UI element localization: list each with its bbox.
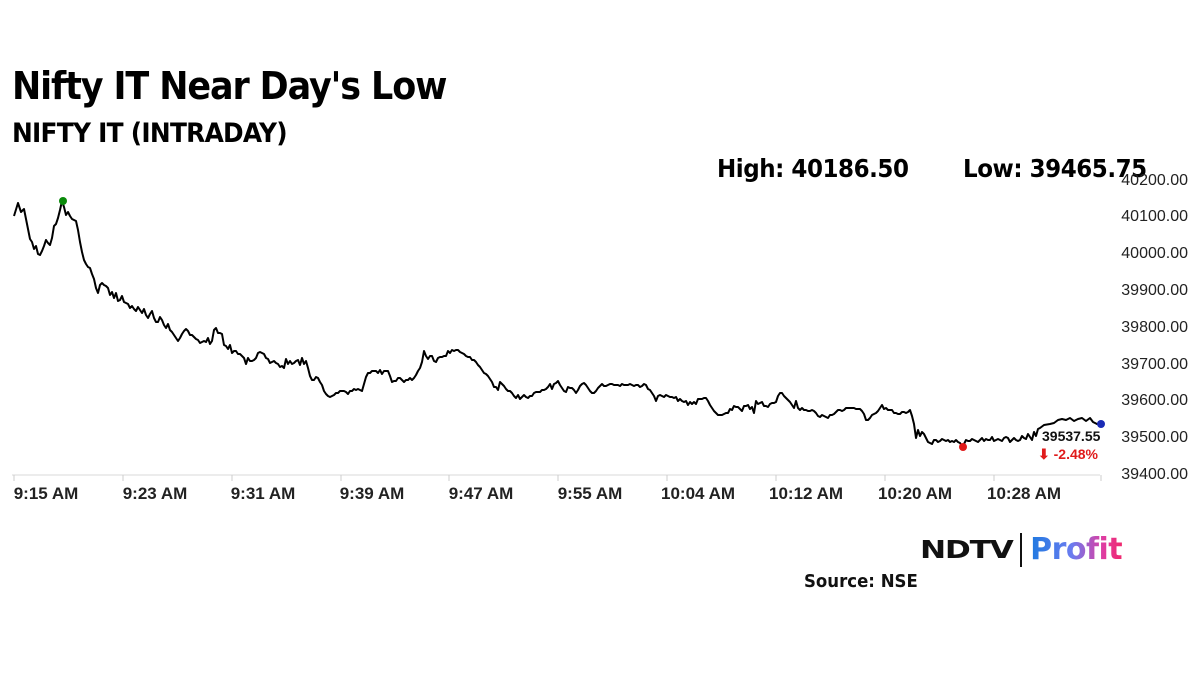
last-price-marker bbox=[1097, 420, 1105, 428]
profit-wordmark: Profit bbox=[1030, 532, 1123, 567]
y-tick-40100: 40100.00 bbox=[1121, 208, 1188, 225]
chart-subtitle: NIFTY IT (INTRADAY) bbox=[12, 118, 288, 149]
price-line bbox=[13, 200, 1101, 447]
chart-title: Nifty IT Near Day's Low bbox=[12, 64, 447, 108]
change-percent-label: ⬇ -2.48% bbox=[1038, 446, 1098, 462]
y-tick-39800: 39800.00 bbox=[1121, 319, 1188, 336]
y-tick-39600: 39600.00 bbox=[1121, 392, 1188, 409]
y-tick-39400: 39400.00 bbox=[1121, 466, 1188, 483]
ndtv-profit-logo: NDTV Profit bbox=[920, 532, 1123, 567]
y-tick-39900: 39900.00 bbox=[1121, 282, 1188, 299]
day-high-label: High: 40186.50 bbox=[717, 154, 909, 183]
x-axis-ticks bbox=[13, 475, 1102, 481]
y-tick-39500: 39500.00 bbox=[1121, 429, 1188, 446]
day-low-label: Low: 39465.75 bbox=[963, 154, 1147, 183]
x-tick-1028: 10:28 AM bbox=[986, 484, 1062, 503]
x-tick-1004: 10:04 AM bbox=[660, 484, 736, 503]
x-tick-1012: 10:12 AM bbox=[768, 484, 844, 503]
logo-divider bbox=[1020, 532, 1023, 567]
day-high-marker bbox=[59, 197, 67, 205]
x-tick-1020: 10:20 AM bbox=[877, 484, 953, 503]
x-tick-0955: 9:55 AM bbox=[557, 484, 623, 503]
x-tick-0947: 9:47 AM bbox=[448, 484, 514, 503]
last-price-label: 39537.55 bbox=[1042, 428, 1101, 444]
x-tick-0923: 9:23 AM bbox=[122, 484, 188, 503]
source-label: Source: NSE bbox=[804, 571, 918, 592]
x-tick-0915: 9:15 AM bbox=[13, 484, 79, 503]
x-tick-0931: 9:31 AM bbox=[230, 484, 296, 503]
y-tick-39700: 39700.00 bbox=[1121, 356, 1188, 373]
y-tick-40200: 40200.00 bbox=[1121, 172, 1188, 189]
x-tick-0939: 9:39 AM bbox=[339, 484, 405, 503]
y-tick-40000: 40000.00 bbox=[1121, 245, 1188, 262]
day-low-marker bbox=[959, 443, 967, 451]
ndtv-wordmark: NDTV bbox=[920, 535, 1014, 564]
